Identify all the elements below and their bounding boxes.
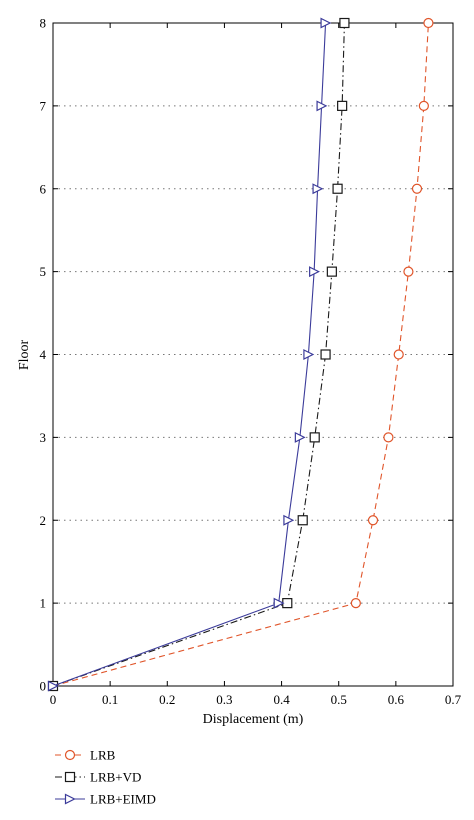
data-point-lrb <box>418 100 429 111</box>
data-point-lrb-vd <box>326 266 337 277</box>
data-point-lrb <box>350 598 361 609</box>
data-point-lrb-eimd <box>309 266 320 278</box>
data-point-lrb <box>423 17 434 29</box>
data-point-lrb-eimd <box>47 680 59 692</box>
y-tick-label: 1 <box>40 596 47 611</box>
data-point-lrb-vd <box>332 183 343 194</box>
legend: LRB LRB+VD LRB+EIMD <box>55 748 156 807</box>
legend-item-lrb-eimd: LRB+EIMD <box>55 792 156 807</box>
legend-item-lrb-vd: LRB+VD <box>55 770 141 785</box>
legend-marker <box>64 771 76 783</box>
x-tick-label: 0.7 <box>445 692 462 707</box>
plot-area-frame <box>52 22 454 687</box>
axis-ticks: 0 1 2 3 4 5 6 7 8 0 0.1 0.2 0.3 0.4 0.5 0.6 0.7 <box>40 16 462 708</box>
data-point-lrb <box>393 349 404 360</box>
legend-marker <box>64 793 76 805</box>
y-tick-label: 6 <box>40 181 47 196</box>
x-tick-label: 0.4 <box>273 692 290 707</box>
data-point-lrb <box>403 266 414 277</box>
data-point-lrb-eimd <box>320 17 332 29</box>
data-point-lrb-eimd <box>312 183 324 195</box>
y-axis-title: Floor <box>17 339 32 370</box>
legend-label: LRB <box>90 748 116 763</box>
data-point-lrb-vd <box>309 432 320 443</box>
data-point-lrb <box>367 515 379 526</box>
x-axis-title: Displacement (m) <box>203 712 304 727</box>
legend-label: LRB+EIMD <box>90 792 156 807</box>
data-point-lrb-vd <box>337 100 348 111</box>
data-point-lrb-eimd <box>316 100 328 112</box>
y-tick-label: 2 <box>40 513 47 528</box>
x-tick-label: 0.5 <box>331 692 347 707</box>
grid-lines <box>53 105 453 604</box>
legend-marker <box>64 749 76 761</box>
data-point-lrb-eimd <box>294 431 306 443</box>
x-tick-label: 0.3 <box>216 692 232 707</box>
y-tick-label: 5 <box>40 264 47 279</box>
data-point-lrb-eimd <box>273 597 285 609</box>
data-point-lrb <box>411 183 423 194</box>
legend-item-lrb: LRB <box>55 748 116 763</box>
series-lrb <box>47 17 434 692</box>
series-lrb-eimd <box>47 17 332 692</box>
y-tick-label: 8 <box>40 16 47 31</box>
y-tick-label: 3 <box>40 430 47 445</box>
data-point-lrb-vd <box>320 349 331 360</box>
y-tick-label: 4 <box>40 347 47 362</box>
data-point-lrb-vd <box>297 515 308 526</box>
x-tick-label: 0.6 <box>388 692 405 707</box>
x-tick-label: 0 <box>50 692 57 707</box>
data-point-lrb <box>383 432 394 443</box>
x-tick-label: 0.2 <box>159 692 175 707</box>
data-point-lrb-vd <box>339 17 350 29</box>
series-line-lrb <box>52 22 429 687</box>
legend-label: LRB+VD <box>90 770 141 785</box>
data-series <box>47 17 434 692</box>
data-point-lrb-eimd <box>303 349 315 360</box>
data-point-lrb-eimd <box>283 514 295 526</box>
x-tick-label: 0.1 <box>102 692 118 707</box>
y-tick-label: 7 <box>40 98 47 113</box>
y-tick-label: 0 <box>40 679 47 694</box>
series-line-lrb-vd <box>52 22 345 687</box>
